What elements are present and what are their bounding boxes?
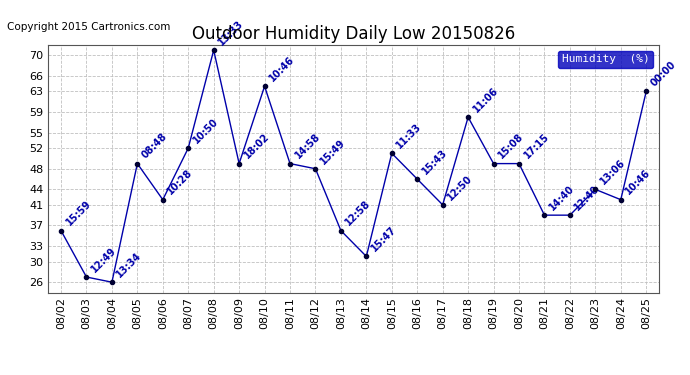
Text: 12:40: 12:40 (573, 183, 602, 212)
Text: 18:02: 18:02 (242, 132, 271, 161)
Text: 15:08: 15:08 (496, 132, 525, 161)
Text: 14:58: 14:58 (293, 132, 322, 161)
Text: 15:49: 15:49 (318, 137, 347, 166)
Text: 13:33: 13:33 (217, 18, 246, 47)
Text: 13:06: 13:06 (598, 158, 627, 187)
Text: 15:47: 15:47 (369, 225, 398, 254)
Text: 13:34: 13:34 (115, 251, 144, 279)
Text: 10:46: 10:46 (267, 54, 296, 84)
Text: 10:46: 10:46 (624, 168, 653, 197)
Text: 12:50: 12:50 (446, 173, 475, 202)
Text: 00:00: 00:00 (649, 60, 678, 88)
Text: 11:33: 11:33 (395, 122, 424, 150)
Text: 10:50: 10:50 (191, 116, 220, 146)
Text: 15:59: 15:59 (63, 199, 92, 228)
Text: 14:40: 14:40 (547, 183, 576, 212)
Text: Copyright 2015 Cartronics.com: Copyright 2015 Cartronics.com (7, 22, 170, 33)
Text: 10:28: 10:28 (166, 168, 195, 197)
Text: 08:48: 08:48 (140, 132, 169, 161)
Text: 12:49: 12:49 (89, 245, 118, 274)
Text: 12:58: 12:58 (344, 199, 373, 228)
Text: 15:43: 15:43 (420, 147, 449, 176)
Text: 11:06: 11:06 (471, 86, 500, 114)
Text: 17:15: 17:15 (522, 132, 551, 161)
Title: Outdoor Humidity Daily Low 20150826: Outdoor Humidity Daily Low 20150826 (192, 26, 515, 44)
Legend: Humidity  (%): Humidity (%) (558, 51, 653, 68)
